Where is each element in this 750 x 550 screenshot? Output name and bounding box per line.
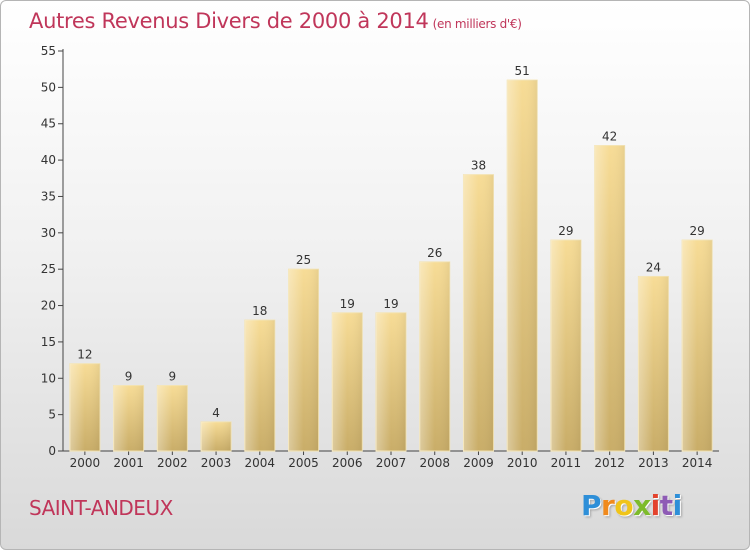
x-tick-label: 2000 bbox=[70, 456, 101, 470]
bar-value-label: 19 bbox=[383, 297, 398, 311]
x-tick-label: 2014 bbox=[682, 456, 713, 470]
chart-subtitle: (en milliers d'€) bbox=[432, 17, 522, 31]
bar-shine bbox=[419, 261, 450, 451]
bar-shine bbox=[376, 312, 406, 451]
y-tick-label: 5 bbox=[48, 408, 56, 422]
y-tick-label: 25 bbox=[41, 262, 56, 276]
y-tick-label: 35 bbox=[41, 189, 56, 203]
logo-letter: i bbox=[650, 489, 661, 522]
bar-shine bbox=[288, 269, 319, 451]
x-tick-label: 2008 bbox=[419, 456, 450, 470]
bar-value-label: 38 bbox=[471, 159, 486, 173]
bar-shine bbox=[113, 385, 144, 451]
logo-letter: t bbox=[659, 489, 673, 522]
y-tick-label: 50 bbox=[41, 80, 56, 94]
bar-value-label: 29 bbox=[558, 224, 573, 238]
bar-shine bbox=[550, 240, 581, 451]
x-tick-label: 2004 bbox=[245, 456, 276, 470]
y-tick-label: 20 bbox=[41, 299, 56, 313]
x-tick-label: 2001 bbox=[113, 456, 144, 470]
bar-shine bbox=[463, 174, 494, 452]
bar-value-label: 18 bbox=[252, 304, 267, 318]
bar-shine bbox=[201, 421, 232, 451]
chart-title-text: Autres Revenus Divers de 2000 à 2014 bbox=[29, 9, 429, 33]
logo-letter: x bbox=[633, 489, 651, 522]
proxiti-logo: Proxiti bbox=[581, 489, 682, 522]
bar-shine bbox=[594, 145, 625, 451]
bar-shine bbox=[332, 312, 363, 451]
bar-value-label: 4 bbox=[212, 406, 220, 420]
bar-value-label: 19 bbox=[340, 297, 355, 311]
x-tick-label: 2003 bbox=[201, 456, 232, 470]
y-tick-label: 45 bbox=[41, 117, 56, 131]
commune-name: SAINT-ANDEUX bbox=[29, 496, 173, 520]
x-tick-label: 2013 bbox=[638, 456, 669, 470]
bar-value-label: 25 bbox=[296, 253, 311, 267]
bar-shine bbox=[157, 385, 188, 451]
bar-shine bbox=[69, 363, 100, 451]
x-tick-label: 2007 bbox=[376, 456, 407, 470]
x-tick-label: 2012 bbox=[594, 456, 625, 470]
x-tick-label: 2006 bbox=[332, 456, 363, 470]
x-tick-label: 2009 bbox=[463, 456, 494, 470]
bars: 12 9 9 4 18 25 19 19 26 38 51 29 42 24 29 bbox=[69, 64, 713, 452]
y-tick-label: 0 bbox=[48, 444, 56, 458]
logo-letter: i bbox=[672, 489, 683, 522]
bar-value-label: 42 bbox=[602, 130, 617, 144]
x-tick-label: 2002 bbox=[157, 456, 188, 470]
x-axis: 2000 2001 2002 2003 2004 2005 2006 2007 2008 2009… bbox=[63, 450, 719, 470]
bar-value-label: 51 bbox=[515, 64, 530, 78]
y-axis: 0 5 10 15 20 25 30 35 40 45 50 55 bbox=[41, 44, 64, 458]
bar-value-label: 12 bbox=[77, 348, 92, 362]
y-tick-label: 30 bbox=[41, 226, 56, 240]
y-tick-label: 15 bbox=[41, 335, 56, 349]
y-tick-label: 55 bbox=[41, 44, 56, 58]
bar-shine bbox=[507, 80, 538, 451]
x-tick-label: 2011 bbox=[551, 456, 582, 470]
bar-shine bbox=[638, 276, 669, 451]
bar-shine bbox=[682, 240, 713, 451]
x-tick-label: 2005 bbox=[288, 456, 319, 470]
x-tick-label: 2010 bbox=[507, 456, 538, 470]
bar-shine bbox=[244, 320, 275, 451]
logo-letter: r bbox=[601, 489, 615, 522]
bar-value-label: 24 bbox=[646, 260, 661, 274]
bar-value-label: 29 bbox=[689, 224, 704, 238]
chart-title: Autres Revenus Divers de 2000 à 2014 (en … bbox=[29, 9, 522, 33]
bar-value-label: 26 bbox=[427, 246, 442, 260]
bar-value-label: 9 bbox=[169, 370, 177, 384]
bar-value-label: 9 bbox=[125, 370, 133, 384]
logo-letter: o bbox=[614, 489, 634, 522]
y-tick-label: 10 bbox=[41, 371, 56, 385]
y-tick-label: 40 bbox=[41, 153, 56, 167]
logo-letter: P bbox=[581, 489, 602, 522]
